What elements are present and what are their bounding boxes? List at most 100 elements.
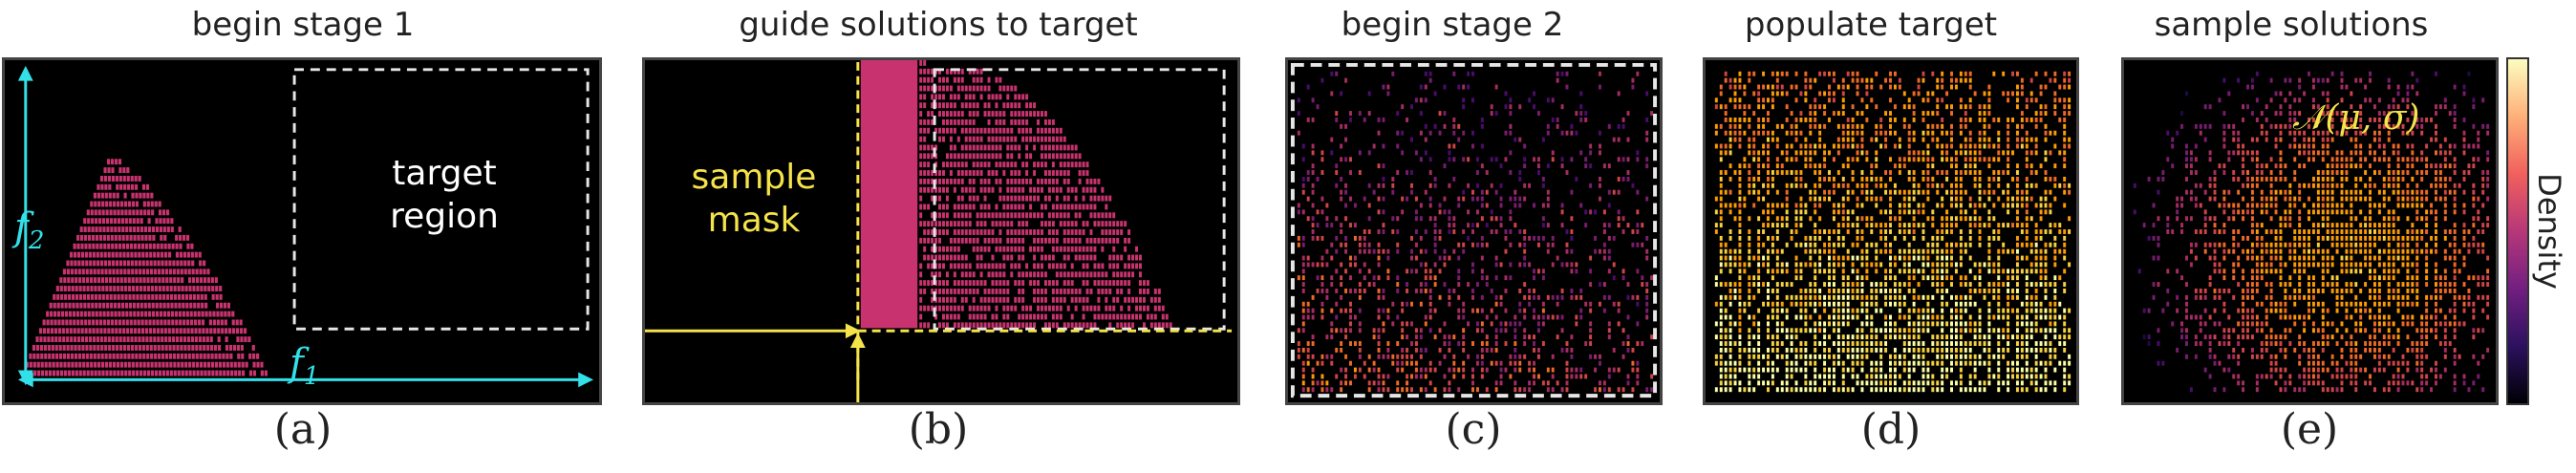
- density-cell: [1448, 367, 1451, 373]
- density-cell: [1865, 150, 1869, 156]
- stripe-cell: [1021, 254, 1025, 261]
- density-cell: [1494, 294, 1498, 300]
- stripe-cell: [154, 353, 158, 359]
- density-cell: [1936, 137, 1940, 142]
- stripe-cell: [1037, 195, 1041, 202]
- density-cell: [1386, 347, 1390, 353]
- density-cell: [1804, 262, 1808, 268]
- density-cell: [1875, 130, 1878, 136]
- density-cell: [1954, 308, 1958, 313]
- stripe-cell: [102, 234, 106, 241]
- stripe-cell: [126, 328, 130, 334]
- stripe-cell: [90, 201, 94, 207]
- density-cell: [1921, 157, 1925, 162]
- stripe-cell: [1025, 195, 1029, 202]
- stripe-cell: [204, 302, 208, 309]
- stripe-cell: [938, 136, 941, 142]
- density-cell: [2015, 223, 2019, 228]
- stripe-cell: [1108, 288, 1112, 294]
- stripe-cell: [979, 85, 983, 92]
- density-cell: [2063, 189, 2067, 195]
- stripe-cell: [968, 322, 972, 329]
- density-cell: [1396, 275, 1400, 281]
- density-cell: [2002, 269, 2006, 274]
- density-cell: [1340, 282, 1343, 288]
- density-cell: [1950, 229, 1953, 234]
- stripe-cell: [215, 293, 219, 300]
- density-cell: [1617, 387, 1621, 393]
- density-cell: [1856, 294, 1859, 300]
- sample-mask-label: sample mask: [677, 156, 830, 242]
- density-cell: [1330, 334, 1334, 340]
- density-cell: [1945, 91, 1949, 97]
- stripe-cell: [166, 218, 170, 225]
- density-cell: [2020, 229, 2024, 234]
- density-cell: [1841, 104, 1845, 110]
- stripe-cell: [1014, 263, 1018, 269]
- stripe-cell: [37, 370, 41, 376]
- stripe-cell: [140, 319, 144, 326]
- density-cell: [1575, 176, 1578, 182]
- stripe-cell: [1097, 313, 1101, 320]
- stripe-cell: [1006, 153, 1010, 160]
- stripe-cell: [934, 280, 938, 287]
- stripe-cell: [50, 319, 54, 326]
- stripe-cell: [972, 246, 976, 252]
- density-cell: [1320, 301, 1324, 307]
- density-cell: [1428, 380, 1432, 386]
- density-cell: [1775, 170, 1779, 175]
- density-cell: [1728, 248, 1732, 254]
- stripe-cell: [953, 178, 956, 184]
- stripe-cell: [1021, 161, 1025, 168]
- stripe-cell: [222, 361, 225, 368]
- density-cell: [1316, 209, 1320, 215]
- density-cell: [1828, 269, 1831, 274]
- density-cell: [1428, 367, 1432, 373]
- density-cell: [2034, 248, 2038, 254]
- stripe-cell: [150, 361, 154, 368]
- density-cell: [1898, 223, 1901, 228]
- density-cell: [1719, 235, 1723, 241]
- stripe-cell: [75, 361, 78, 368]
- density-cell: [1467, 235, 1470, 241]
- density-cell: [2053, 294, 2057, 300]
- density-cell: [1424, 262, 1428, 268]
- density-cell: [1301, 282, 1305, 288]
- stripe-cell: [46, 328, 51, 334]
- density-cell: [1799, 111, 1803, 117]
- density-cell: [1414, 341, 1418, 346]
- density-cell: [1386, 248, 1390, 254]
- stripe-cell: [128, 293, 132, 300]
- density-cell: [1536, 314, 1540, 320]
- density-cell: [1410, 341, 1413, 346]
- density-cell: [1626, 380, 1630, 386]
- density-cell: [2068, 84, 2072, 90]
- density-cell: [1523, 143, 1527, 149]
- stripe-cell: [143, 226, 148, 232]
- stripe-cell: [114, 159, 118, 165]
- stripe-cell: [191, 260, 195, 267]
- stripe-cell: [976, 263, 979, 269]
- stripe-cell: [919, 118, 923, 125]
- density-cell: [1767, 163, 1770, 169]
- density-cell: [1794, 262, 1798, 268]
- density-cell: [2034, 123, 2038, 129]
- stripe-cell: [232, 328, 236, 334]
- density-cell: [1504, 341, 1508, 346]
- density-cell: [2063, 84, 2067, 90]
- density-cell: [1719, 84, 1723, 90]
- density-cell: [1809, 255, 1813, 261]
- density-cell: [1396, 354, 1400, 359]
- density-cell: [1860, 97, 1864, 103]
- density-cell: [1462, 189, 1466, 195]
- density-cell: [1804, 157, 1808, 162]
- density-cell: [1828, 294, 1831, 300]
- stripe-cell: [100, 260, 104, 267]
- stripe-cell: [172, 345, 176, 351]
- density-cell: [1414, 229, 1418, 234]
- stripe-cell: [1051, 127, 1055, 134]
- density-cell: [1893, 262, 1897, 268]
- stripe-cell: [174, 311, 178, 317]
- density-cell: [1836, 203, 1840, 208]
- stripe-cell: [218, 361, 222, 368]
